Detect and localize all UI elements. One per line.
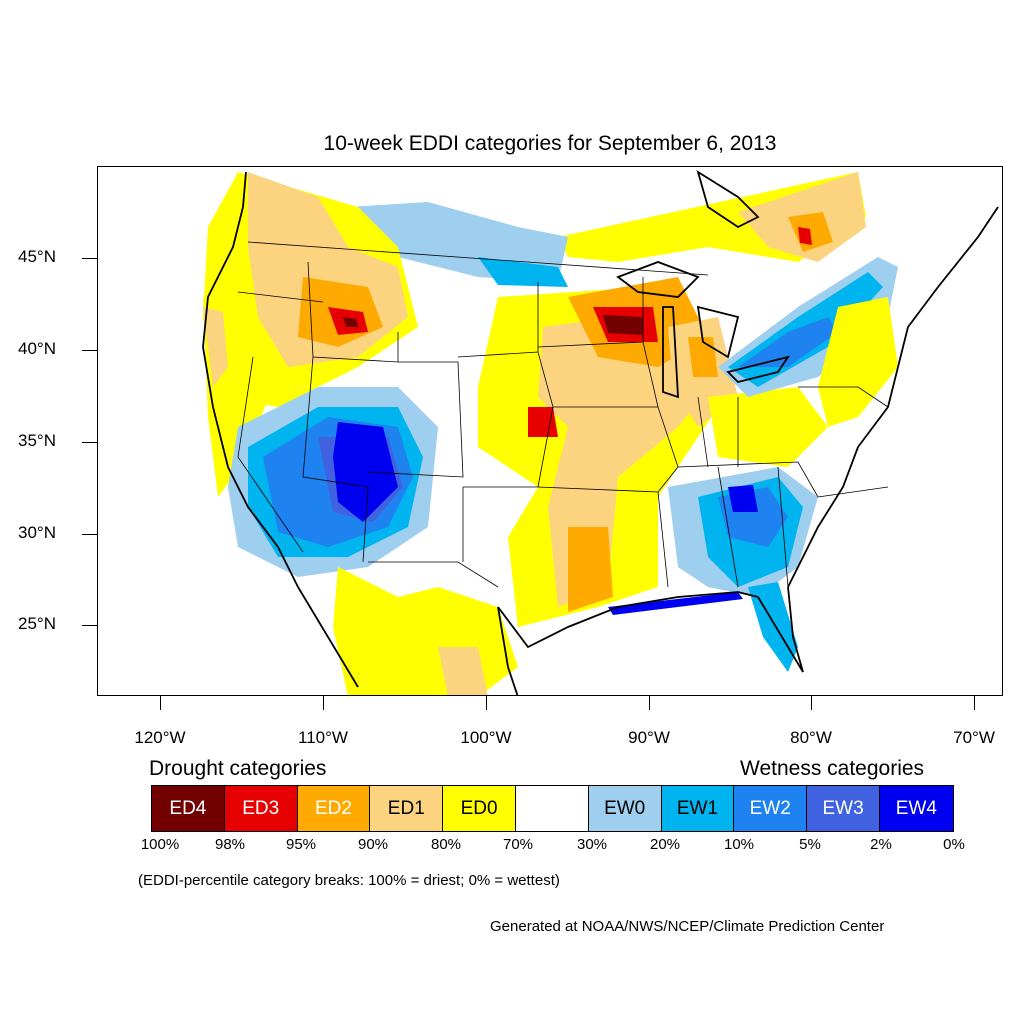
percentile-label: 0% (943, 836, 965, 853)
legend-ed0-label: ED0 (460, 797, 498, 819)
florida-coast (757, 586, 804, 673)
legend-ew0: EW0 (588, 786, 662, 831)
legend-ed4-label: ED4 (169, 797, 207, 819)
fill-gulf-rim (608, 592, 743, 615)
percentile-label: 2% (870, 836, 892, 853)
fill-tx-ed1 (438, 647, 488, 695)
lon-label: 90°W (628, 728, 670, 747)
gulf-coast (497, 591, 759, 649)
lat-label: 30°N (18, 523, 56, 542)
legend-ew3: EW3 (807, 786, 880, 831)
fill-tx-yellow (333, 567, 518, 695)
atlantic-coast (787, 206, 999, 588)
fill-ne-yellow (818, 297, 898, 427)
legend-ew4-label: EW4 (895, 797, 937, 819)
fill-canada-ed3 (798, 227, 812, 245)
legend-ew2-label: EW2 (749, 797, 791, 819)
lon-label: 120°W (134, 728, 186, 747)
legend-ew1: EW1 (661, 786, 735, 831)
legend-ed3: ED3 (224, 786, 298, 831)
legend-ew1-label: EW1 (676, 797, 719, 819)
great-lakes (616, 261, 700, 298)
percentile-label: 30% (576, 836, 608, 853)
percentile-label: 90% (357, 836, 389, 853)
fill-sw-ew4 (333, 422, 398, 522)
fill-ohio-yellow (708, 387, 828, 467)
category-fills (203, 172, 898, 695)
fill-west-coast-ed1 (203, 307, 228, 387)
fill-nw-ed4 (343, 317, 358, 327)
credit-line: Generated at NOAA/NWS/NCEP/Climate Predi… (490, 918, 885, 935)
legend-ed4: ED4 (152, 786, 225, 831)
legend-neutral (515, 786, 589, 831)
lon-tick (974, 696, 975, 710)
eddi-map-canvas (202, 169, 999, 695)
mexico-gulf-coast (497, 606, 519, 695)
lat-tick (82, 534, 97, 535)
fill-midwest-ed4 (603, 315, 643, 335)
lon-label: 110°W (298, 728, 348, 747)
lon-label: 70°W (953, 728, 995, 747)
lat-tick (82, 625, 97, 626)
lon-label: 100°W (460, 728, 512, 747)
lon-tick (323, 696, 324, 710)
fill-se-ew4 (728, 485, 758, 512)
percentile-label: 10% (723, 836, 755, 853)
lat-tick (82, 258, 97, 259)
percentile-label: 70% (502, 836, 534, 853)
percentile-label: 80% (430, 836, 462, 853)
lat-label: 35°N (18, 431, 56, 450)
map-title: 10-week EDDI categories for September 6,… (323, 132, 777, 155)
legend-ew0-label: EW0 (604, 797, 646, 819)
fill-iowa-ed3 (528, 407, 558, 437)
lat-tick (82, 442, 97, 443)
baja-coast (297, 586, 359, 688)
legend-ew2: EW2 (734, 786, 808, 831)
pacific-coast (202, 171, 299, 588)
percentile-label: 100% (140, 836, 180, 853)
legend-ed3-label: ED3 (242, 797, 280, 819)
fill-midwest-ed2b (568, 527, 613, 612)
lon-tick (486, 696, 487, 710)
lat-label: 25°N (18, 614, 56, 633)
eddi-map (97, 166, 1003, 696)
hudson-bay (696, 169, 760, 229)
lat-label: 40°N (18, 339, 56, 358)
percentile-label: 98% (214, 836, 246, 853)
fill-canada-blue (478, 257, 568, 287)
fill-canada-ed2 (788, 212, 833, 252)
wetness-heading: Wetness categories (740, 757, 925, 780)
legend-ed1-label: ED1 (387, 797, 425, 819)
category-note: (EDDI-percentile category breaks: 100% =… (138, 872, 560, 889)
legend-ed2: ED2 (297, 786, 371, 831)
lon-tick (811, 696, 812, 710)
lon-tick (160, 696, 161, 710)
lake-michigan (662, 306, 679, 399)
lon-tick (649, 696, 650, 710)
category-legend: ED4 ED3 ED2 ED1 ED0 EW0 EW1 EW2 EW3 EW4 (151, 785, 954, 832)
fill-ne-ew2 (738, 317, 838, 367)
lat-tick (82, 350, 97, 351)
lat-label: 45°N (18, 247, 56, 266)
lake-huron (696, 305, 740, 359)
coastlines (202, 169, 999, 695)
legend-ew4: EW4 (879, 786, 953, 831)
lon-label: 80°W (790, 728, 832, 747)
legend-ew3-label: EW3 (822, 797, 864, 819)
percentile-label: 5% (799, 836, 821, 853)
state-borders (237, 241, 889, 588)
percentile-label: 95% (285, 836, 317, 853)
fill-florida (748, 582, 798, 672)
legend-ed2-label: ED2 (315, 797, 352, 819)
legend-ed1: ED1 (370, 786, 444, 831)
legend-ed0: ED0 (443, 786, 516, 831)
drought-heading: Drought categories (149, 757, 327, 780)
lake-erie (726, 355, 791, 383)
percentile-label: 20% (649, 836, 681, 853)
